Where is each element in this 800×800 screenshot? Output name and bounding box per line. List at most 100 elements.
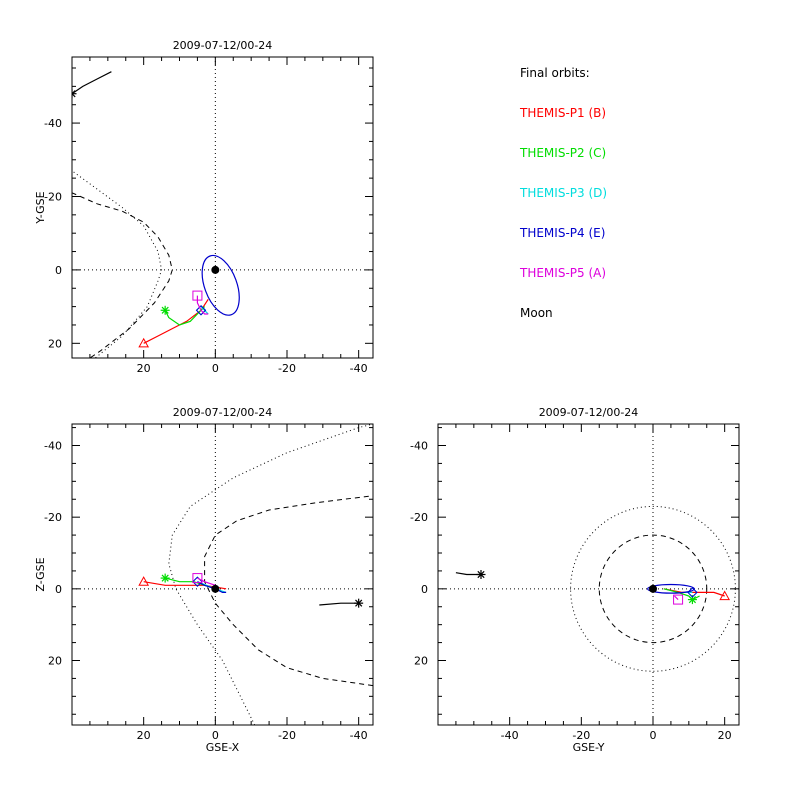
y-tick-label: 20 [414,655,428,668]
legend-item-themis-p2-c: THEMIS-P2 (C) [520,146,607,160]
magnetopause-curve [204,495,373,687]
bow-shock-curve [72,170,163,358]
orbit-path [455,572,481,576]
orbit-marker [72,89,77,99]
legend: Final orbits: THEMIS-P1 (B) THEMIS-P2 (C)… [520,66,607,346]
y-tick-label: 20 [48,655,62,668]
orbit-path [143,581,227,590]
asterisk-stroke [161,306,169,314]
orbit-path [200,306,209,315]
y-tick-label: 0 [55,264,62,277]
orbit-marker [160,305,170,315]
y-tick-label: -20 [44,511,62,524]
legend-item-themis-p5-a: THEMIS-P5 (A) [520,266,607,280]
orbit-marker [138,337,150,348]
asterisk-stroke [72,92,76,98]
x-tick-label: 20 [137,362,151,375]
orbit-marker [687,587,698,598]
x-tick-label: 0 [212,729,219,742]
orbit-marker [354,598,364,608]
x-axis-label: GSE-Y [573,741,605,754]
orbit-marker [195,305,207,316]
orbit-path [674,595,679,601]
orbit-path [197,577,216,586]
orbit-themis-p1-b [138,576,227,590]
y-tick-label: 20 [48,337,62,350]
orbit-path [647,583,695,594]
tick-marks [71,424,373,725]
x-tick-label: -40 [501,729,519,742]
y-axis-label: Y-GSE [34,191,47,224]
orbit-moon [455,570,486,579]
x-tick-label: -40 [350,729,368,742]
x-tick-label: -20 [278,729,296,742]
plot-frame [437,423,740,726]
legend-title: Final orbits: [520,66,590,80]
orbit-marker [160,573,170,583]
plot-area [438,424,739,725]
orbit-themis-p5-a [192,290,209,315]
y-tick-label: 0 [55,583,62,596]
orbit-marker [192,290,203,301]
earth-marker [211,265,220,274]
orbit-path [165,577,216,590]
asterisk-stroke [477,570,485,579]
orbit-themis-p2-c [663,588,700,605]
panel-top-left: 20 0 -20 -40 -40 -20 0 20 2009-07-12/00-24 Y-GSE [34,39,374,375]
plot-area [72,424,373,725]
bow-shock-curve [168,424,373,725]
asterisk-stroke [161,574,169,582]
orbit-marker [476,570,486,579]
y-tick-label: -40 [44,440,62,453]
panel-title: 2009-07-12/00-24 [539,406,639,419]
orbit-moon [72,71,112,99]
orbit-themis-p5-a [673,594,684,605]
orbit-themis-p4-e [195,254,240,316]
earth-marker [211,584,220,593]
y-tick-label: -40 [44,117,62,130]
x-tick-label: -20 [572,729,590,742]
x-tick-label: -20 [278,362,296,375]
y-tick-label: -20 [44,190,62,203]
tick-marks [71,57,373,358]
y-tick-label: -20 [410,511,428,524]
orbit-path [663,588,700,601]
bow-shock-circle [570,505,736,672]
asterisk-stroke [355,599,363,607]
panel-bottom-right: -40 -20 0 20 20 0 -20 -40 2009-07-12/00-24 GSE-Y [410,406,740,754]
earth-marker [649,584,657,593]
panel-bottom-left: 20 0 -20 -40 20 0 -20 -40 2009-07-12/00-24 GSE-X Z… [34,406,374,754]
orbit-path [319,602,359,606]
x-tick-label: 0 [212,362,219,375]
y-tick-label: 0 [421,583,428,596]
orbit-marker [138,576,150,586]
panel-title: 2009-07-12/00-24 [173,406,273,419]
asterisk-stroke [72,90,76,95]
panel-title: 2009-07-12/00-24 [173,39,273,52]
legend-item-themis-p4-e: THEMIS-P4 (E) [520,226,606,240]
x-tick-label: 20 [718,729,732,742]
orbit-marker [673,594,684,605]
orbit-themis-p4-e [647,583,698,598]
orbit-path [201,254,240,316]
orbit-moon [319,598,364,608]
x-tick-label: 20 [137,729,151,742]
legend-item-moon: Moon [520,306,553,320]
y-tick-label: -40 [410,440,428,453]
y-axis-label: Z-GSE [34,557,47,591]
x-tick-label: -40 [350,362,368,375]
legend-item-themis-p3-d: THEMIS-P3 (D) [520,186,608,200]
legend-item-themis-p1-b: THEMIS-P1 (B) [520,106,607,120]
asterisk-stroke [688,595,697,604]
plot-area [72,57,373,358]
plot-frame [71,423,374,726]
orbit-themis-p1-b [138,298,209,348]
orbit-marker [719,590,731,601]
x-tick-label: 0 [650,729,657,742]
x-axis-label: GSE-X [206,741,240,754]
plot-frame [71,56,374,359]
magnetopause-curve [72,192,173,358]
orbit-themis-p5-a [192,573,216,586]
orbit-path [72,71,112,95]
